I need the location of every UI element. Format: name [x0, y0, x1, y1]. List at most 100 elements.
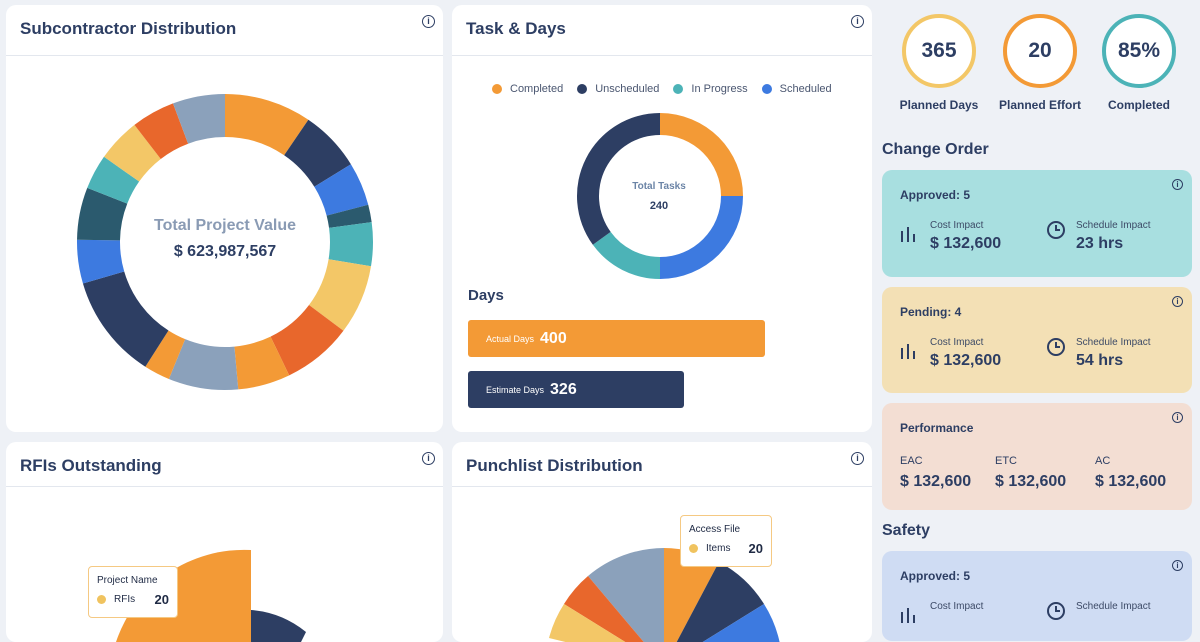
bar-label: Estimate Days — [486, 384, 545, 395]
tasks-donut-slice-2[interactable] — [592, 231, 660, 279]
days-title: Days — [468, 287, 504, 304]
bar-label: Actual Days — [486, 333, 535, 344]
info-icon[interactable]: i — [1172, 412, 1183, 423]
ac-metric: AC $ 132,600 — [1095, 455, 1166, 491]
kpi-completed: 85% Completed — [1089, 14, 1189, 112]
legend-item[interactable]: In Progress — [673, 83, 748, 95]
punchlist-chart — [549, 548, 780, 642]
estimate-days-bar[interactable]: Estimate Days 326 — [468, 371, 684, 408]
subcontractor-donut-slice-6[interactable] — [270, 304, 344, 376]
subcontractor-donut-slice-11[interactable] — [77, 239, 125, 284]
tooltip-label: Items — [706, 543, 731, 554]
metric-label: EAC — [900, 455, 923, 467]
subcontractor-donut-slice-10[interactable] — [82, 271, 169, 367]
change-order-approved-panel[interactable]: Approved: 5 i Cost Impact $ 132,600 Sche… — [882, 170, 1192, 277]
tooltip-value: 20 — [154, 592, 169, 607]
legend-item[interactable]: Completed — [492, 83, 563, 95]
impact-label: Schedule Impact — [1076, 220, 1151, 231]
legend-label: Scheduled — [779, 83, 832, 95]
subcontractor-donut-slice-7[interactable] — [234, 336, 290, 390]
tasks-donut-slice-3[interactable] — [577, 113, 660, 245]
info-icon[interactable]: i — [422, 15, 435, 28]
subcontractor-card: Subcontractor Distribution i Total Proje… — [6, 5, 443, 432]
subcontractor-donut-slice-4[interactable] — [328, 222, 373, 267]
legend-item[interactable]: Scheduled — [761, 83, 832, 95]
info-icon[interactable]: i — [1172, 560, 1183, 571]
subcontractor-donut-slice-8[interactable] — [168, 339, 239, 390]
impact-value: $ 132,600 — [930, 352, 1002, 369]
metric-value: $ 132,600 — [1095, 473, 1167, 490]
performance-panel[interactable]: Performance i EAC $ 132,600 ETC $ 132,60… — [882, 403, 1192, 510]
legend-dot — [492, 84, 502, 94]
metric-value: $ 132,600 — [995, 473, 1067, 490]
rfis-card: RFIs Outstanding i Project Name RFIs 20 — [6, 442, 443, 642]
tasks-donut-chart — [577, 113, 743, 279]
info-icon[interactable]: i — [1172, 296, 1183, 307]
rfis-slice-navy — [251, 610, 306, 642]
kpi-label: Completed — [1107, 98, 1170, 112]
impact-value: $ 132,600 — [930, 235, 1002, 252]
tooltip-title: Project Name — [97, 575, 158, 586]
tasks-donut-slice-1[interactable] — [660, 196, 743, 279]
etc-metric: ETC $ 132,600 — [995, 455, 1066, 491]
panel-head: Performance — [900, 421, 974, 435]
card-title: Subcontractor Distribution — [20, 19, 237, 38]
impact-label: Cost Impact — [930, 337, 984, 348]
subcontractor-donut-slice-15[interactable] — [134, 103, 189, 159]
center-value: $ 623,987,567 — [173, 243, 277, 260]
metric-value: $ 132,600 — [900, 473, 972, 490]
divider — [6, 55, 443, 56]
punchlist-card: Punchlist Distribution i Access File Ite… — [452, 442, 872, 642]
kpi-label: Planned Effort — [998, 98, 1081, 112]
kpi-ring: 85% — [1102, 14, 1176, 88]
tooltip-row: RFIs 20 — [97, 592, 169, 607]
schedule-impact: Schedule Impact 23 hrs — [1046, 214, 1151, 253]
panel-head: Approved: 5 — [900, 569, 971, 583]
impact-label: Cost Impact — [930, 220, 984, 231]
subcontractor-donut-slice-5[interactable] — [309, 259, 372, 331]
change-order-title: Change Order — [882, 141, 989, 158]
tooltip-value: 20 — [748, 541, 763, 556]
schedule-impact: Schedule Impact 54 hrs — [1046, 331, 1151, 370]
subcontractor-donut-slice-9[interactable] — [145, 330, 186, 379]
info-icon[interactable]: i — [1172, 179, 1183, 190]
punch-slice-orange — [664, 548, 719, 642]
legend-label: In Progress — [691, 83, 748, 95]
legend-dot — [577, 84, 588, 94]
subcontractor-donut-slice-0[interactable] — [225, 94, 309, 156]
divider — [452, 486, 872, 487]
eac-metric: EAC $ 132,600 — [900, 455, 971, 491]
change-order-pending-panel[interactable]: Pending: 4 i Cost Impact $ 132,600 Sched… — [882, 287, 1192, 393]
legend-item[interactable]: Unscheduled — [577, 83, 659, 95]
cost-impact: Cost Impact $ 132,600 — [900, 220, 1001, 253]
bar-value: 400 — [540, 329, 567, 347]
center-title: Total Tasks — [632, 181, 686, 192]
subcontractor-donut-slice-3[interactable] — [326, 204, 372, 228]
subcontractor-donut-slice-12[interactable] — [77, 187, 128, 241]
bar-chart-icon — [900, 337, 922, 370]
actual-days-bar[interactable]: Actual Days 400 — [468, 320, 765, 357]
impact-value: 54 hrs — [1076, 352, 1124, 369]
kpi-planned-days: 365 Planned Days — [889, 14, 989, 112]
info-icon[interactable]: i — [851, 452, 864, 465]
punch-slice-grey — [588, 548, 664, 642]
card-title: Task & Days — [466, 19, 566, 38]
metric-label: ETC — [995, 455, 1017, 467]
subcontractor-donut-slice-2[interactable] — [314, 164, 369, 216]
subcontractor-donut-chart — [77, 94, 373, 390]
info-icon[interactable]: i — [422, 452, 435, 465]
subcontractor-donut-slice-1[interactable] — [284, 119, 351, 187]
info-icon[interactable]: i — [851, 15, 864, 28]
legend-dot — [761, 84, 772, 94]
panel-head: Approved: 5 — [900, 188, 971, 202]
subcontractor-donut-slice-14[interactable] — [103, 124, 161, 182]
bar-value: 326 — [550, 380, 577, 398]
donut-center: Total Project Value $ 623,987,567 — [125, 217, 325, 261]
center-value: 240 — [649, 200, 669, 212]
legend-label: Unscheduled — [595, 83, 660, 95]
safety-approved-panel[interactable]: Approved: 5 i Cost Impact Schedule Impac… — [882, 551, 1192, 641]
subcontractor-donut-slice-16[interactable] — [172, 94, 225, 144]
tasks-donut-slice-0[interactable] — [660, 113, 743, 196]
center-title: Total Project Value — [154, 217, 296, 234]
subcontractor-donut-slice-13[interactable] — [87, 156, 140, 204]
